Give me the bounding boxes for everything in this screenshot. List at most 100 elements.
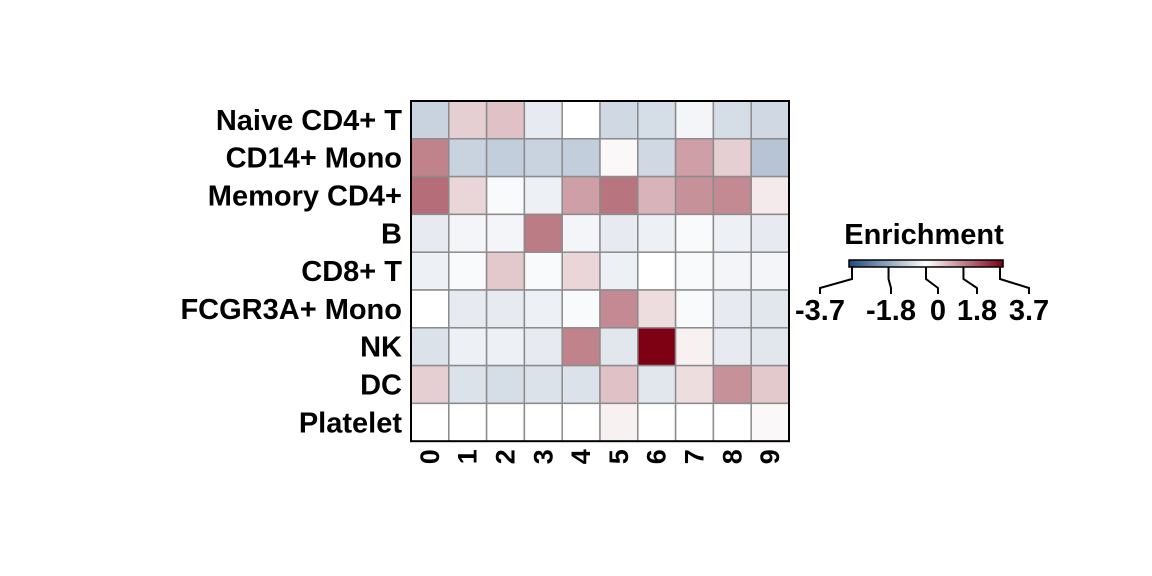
heatmap-cell xyxy=(599,175,639,216)
legend-swatch xyxy=(997,260,1002,267)
legend-swatch xyxy=(938,260,942,267)
row-label: Platelet xyxy=(299,407,402,439)
heatmap-cell xyxy=(674,289,715,329)
column-label: 2 xyxy=(491,449,521,464)
legend-swatch xyxy=(992,260,996,267)
legend-swatch xyxy=(874,260,878,267)
legend-swatch xyxy=(964,260,968,267)
heatmap-cell xyxy=(410,364,450,405)
heatmap-cell xyxy=(674,213,715,253)
column-label: 6 xyxy=(642,449,672,464)
legend-swatch xyxy=(895,260,899,267)
legend-tick-line xyxy=(925,267,939,294)
heatmap-cell xyxy=(561,213,601,253)
legend-tick-line xyxy=(819,267,853,294)
heatmap-cell xyxy=(599,402,639,442)
legend-swatch xyxy=(949,260,953,267)
legend-swatch xyxy=(910,260,914,267)
heatmap-cell xyxy=(485,213,526,253)
legend-swatch xyxy=(913,260,917,267)
legend-swatch xyxy=(979,260,984,267)
legend-swatch xyxy=(897,260,901,267)
legend-tick-label: -3.7 xyxy=(795,295,845,327)
heatmap-cell xyxy=(410,175,450,216)
legend-swatch xyxy=(887,260,891,267)
row-label: FCGR3A+ Mono xyxy=(180,294,402,326)
heatmap-cell xyxy=(485,364,526,405)
heatmap-cell xyxy=(750,175,790,216)
heatmap-cell xyxy=(448,100,488,140)
heatmap-cell xyxy=(637,402,677,442)
heatmap-cell xyxy=(637,175,677,216)
heatmap-cell xyxy=(410,213,450,253)
heatmap-cell xyxy=(448,289,488,329)
legend-swatch xyxy=(954,260,958,267)
heatmap-cell xyxy=(674,251,715,291)
legend-swatch xyxy=(1000,260,1004,267)
heatmap-cell xyxy=(712,289,752,329)
heatmap-cell xyxy=(410,402,450,442)
legend-swatch xyxy=(943,260,948,267)
heatmap-cell xyxy=(448,213,488,253)
legend-swatch xyxy=(959,260,963,267)
heatmap-cell xyxy=(561,402,601,442)
legend-swatch xyxy=(967,260,971,267)
column-label: 1 xyxy=(453,449,483,464)
heatmap-cell xyxy=(712,138,752,178)
heatmap-cell xyxy=(750,100,790,140)
legend-swatch xyxy=(864,260,868,267)
legend-title: Enrichment xyxy=(844,219,1004,251)
column-label: 3 xyxy=(528,449,558,464)
legend-swatch xyxy=(990,260,994,267)
heatmap-cell xyxy=(750,213,790,253)
heatmap-cell xyxy=(712,402,752,442)
legend-swatch xyxy=(946,260,950,267)
heatmap-cell xyxy=(599,251,639,291)
legend-ticks: -3.7 -1.8 0 1.8 3.7 xyxy=(795,267,1049,327)
legend-swatch xyxy=(933,260,937,267)
heatmap-cell xyxy=(448,251,488,291)
heatmap-frame xyxy=(410,100,790,443)
row-label: B xyxy=(381,218,402,250)
legend-swatch xyxy=(972,260,976,267)
column-label: 7 xyxy=(680,449,710,464)
legend-swatch xyxy=(936,260,940,267)
heatmap-cell xyxy=(750,327,790,367)
heatmap-cell xyxy=(637,138,677,178)
heatmap-cell xyxy=(523,364,563,405)
legend-swatch xyxy=(982,260,986,267)
legend-swatch xyxy=(861,260,865,267)
legend-swatch xyxy=(882,260,886,267)
legend-tick-line xyxy=(962,267,978,294)
legend-swatch xyxy=(892,260,896,267)
heatmap-cell xyxy=(448,138,488,178)
heatmap-cell xyxy=(674,364,715,405)
heatmap-cell xyxy=(637,100,677,140)
row-label: NK xyxy=(360,332,402,364)
heatmap-cell xyxy=(561,364,601,405)
heatmap-cell xyxy=(523,213,563,253)
legend-swatch xyxy=(854,260,858,267)
legend-colorbar xyxy=(848,259,1004,268)
heatmap-cell xyxy=(599,100,639,140)
legend-tick-label: 1.8 xyxy=(957,295,997,327)
legend-swatch xyxy=(866,260,871,267)
legend-swatch xyxy=(872,260,876,267)
heatmap-cell xyxy=(712,251,752,291)
heatmap-cell xyxy=(674,100,715,140)
heatmap-cell xyxy=(599,289,639,329)
heatmap-cell xyxy=(523,251,563,291)
heatmap-cell xyxy=(485,402,526,442)
heatmap-cell xyxy=(750,138,790,178)
heatmap-cell xyxy=(674,327,715,367)
legend-tick-label: 0 xyxy=(930,295,946,327)
color-legend: Enrichment -3.7 -1.8 0 1.8 3.7 xyxy=(795,219,1049,327)
heatmap-cell xyxy=(750,251,790,291)
legend-swatch xyxy=(877,260,881,267)
column-label: 0 xyxy=(415,449,445,464)
row-labels: Naive CD4+ T CD14+ Mono Memory CD4+ B CD8+ T… xyxy=(180,105,402,439)
heatmap-cell xyxy=(523,100,563,140)
legend-swatch xyxy=(908,260,912,267)
